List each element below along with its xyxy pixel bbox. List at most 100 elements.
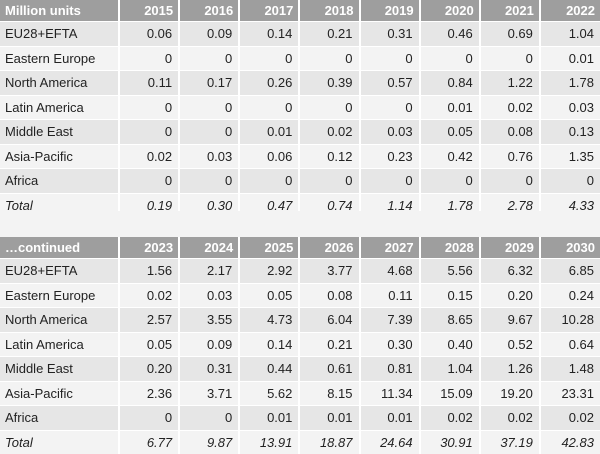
table-row: North America 0.11 0.17 0.26 0.39 0.57 0.84 1.2… bbox=[0, 70, 600, 95]
table-row: Asia-Pacific 2.36 3.71 5.62 8.15 11.34 15.09 19… bbox=[0, 380, 600, 406]
row-label-cell: Middle East bbox=[0, 119, 120, 144]
row-label-cell: EU28+EFTA bbox=[0, 258, 120, 283]
value-cell: 0.12 bbox=[299, 143, 361, 169]
value-cell: 6.32 bbox=[479, 258, 541, 283]
table-body: EU28+EFTA 0.06 0.09 0.14 0.21 0.31 0.46 0.69 1.0… bbox=[0, 21, 600, 217]
value-cell: 3.71 bbox=[179, 380, 241, 406]
value-cell: 1.26 bbox=[479, 356, 541, 381]
value-cell: 0.09 bbox=[179, 21, 241, 46]
value-cell: 0.11 bbox=[359, 282, 421, 308]
value-cell: 0.61 bbox=[299, 356, 361, 381]
value-cell: 0.30 bbox=[359, 331, 421, 357]
value-cell: 0 bbox=[239, 168, 301, 193]
value-cell: 0.01 bbox=[299, 405, 361, 430]
value-cell: 0.08 bbox=[299, 282, 361, 308]
value-cell: 37.19 bbox=[479, 429, 541, 454]
table-row: Africa 0 0 0 0 0 0 0 0 bbox=[0, 168, 600, 193]
value-cell: 0.76 bbox=[479, 143, 541, 169]
row-label-cell: Latin America bbox=[0, 94, 120, 120]
value-cell: 0.20 bbox=[479, 282, 541, 308]
value-cell: 0.57 bbox=[359, 70, 421, 95]
value-cell: 0.02 bbox=[119, 282, 181, 308]
table-row: Eastern Europe 0.02 0.03 0.05 0.08 0.11 0.15 0.… bbox=[0, 282, 600, 308]
row-label-cell: North America bbox=[0, 70, 120, 95]
value-cell: 0.14 bbox=[239, 21, 301, 46]
value-cell: 6.77 bbox=[119, 429, 181, 454]
value-cell: 0 bbox=[239, 45, 301, 71]
value-cell: 9.67 bbox=[479, 307, 541, 332]
row-label-cell: Eastern Europe bbox=[0, 282, 120, 308]
table-header-row: …continued 2023 2024 2025 2026 2027 2028… bbox=[0, 237, 600, 259]
value-cell: 5.62 bbox=[239, 380, 301, 406]
value-cell: 0.13 bbox=[539, 119, 600, 144]
value-cell: 0.84 bbox=[419, 70, 481, 95]
header-cell: 2030 bbox=[539, 237, 600, 259]
value-cell: 0.21 bbox=[299, 21, 361, 46]
value-cell: 0.64 bbox=[539, 331, 600, 357]
value-cell: 23.31 bbox=[539, 380, 600, 406]
header-cell: 2018 bbox=[299, 0, 361, 22]
value-cell: 0.01 bbox=[239, 405, 301, 430]
header-cell: 2029 bbox=[479, 237, 541, 259]
value-cell: 0.03 bbox=[359, 119, 421, 144]
value-cell: 0.03 bbox=[179, 282, 241, 308]
value-cell: 0 bbox=[119, 119, 181, 144]
value-cell: 1.04 bbox=[419, 356, 481, 381]
value-cell: 8.65 bbox=[419, 307, 481, 332]
value-cell: 30.91 bbox=[419, 429, 481, 454]
row-label-cell: Africa bbox=[0, 405, 120, 430]
value-cell: 15.09 bbox=[419, 380, 481, 406]
value-cell: 0.15 bbox=[419, 282, 481, 308]
row-label-cell: EU28+EFTA bbox=[0, 21, 120, 46]
row-label-cell: Latin America bbox=[0, 331, 120, 357]
value-cell: 0 bbox=[119, 405, 181, 430]
value-cell: 11.34 bbox=[359, 380, 421, 406]
table-row: Middle East 0 0 0.01 0.02 0.03 0.05 0.08 0.13 bbox=[0, 119, 600, 144]
value-cell: 0 bbox=[119, 45, 181, 71]
value-cell: 0.06 bbox=[119, 21, 181, 46]
value-cell: 0 bbox=[299, 94, 361, 120]
value-cell: 4.68 bbox=[359, 258, 421, 283]
value-cell: 0.31 bbox=[359, 21, 421, 46]
value-cell: 0.05 bbox=[419, 119, 481, 144]
value-cell: 18.87 bbox=[299, 429, 361, 454]
value-cell: 0 bbox=[299, 45, 361, 71]
value-cell: 0 bbox=[419, 168, 481, 193]
header-cell: 2015 bbox=[119, 0, 181, 22]
table-row: North America 2.57 3.55 4.73 6.04 7.39 8.65 9.6… bbox=[0, 307, 600, 332]
table-row: Latin America 0.05 0.09 0.14 0.21 0.30 0.40 0.5… bbox=[0, 331, 600, 357]
value-cell: 0.44 bbox=[239, 356, 301, 381]
header-cell: 2017 bbox=[239, 0, 301, 22]
value-cell: 0.01 bbox=[239, 119, 301, 144]
value-cell: 1.04 bbox=[539, 21, 600, 46]
value-cell: 0.02 bbox=[539, 405, 600, 430]
value-cell: 0.06 bbox=[239, 143, 301, 169]
header-cell: 2022 bbox=[539, 0, 600, 22]
value-cell: 0.01 bbox=[359, 405, 421, 430]
value-cell: 0 bbox=[119, 168, 181, 193]
data-table-2015-2022: Million units 2015 2016 2017 2018 2019 2… bbox=[0, 0, 600, 217]
header-cell: 2021 bbox=[479, 0, 541, 22]
value-cell: 42.83 bbox=[539, 429, 600, 454]
value-cell: 4.73 bbox=[239, 307, 301, 332]
row-label-cell: Africa bbox=[0, 168, 120, 193]
value-cell: 0.26 bbox=[239, 70, 301, 95]
value-cell: 0.17 bbox=[179, 70, 241, 95]
value-cell: 24.64 bbox=[359, 429, 421, 454]
value-cell: 2.36 bbox=[119, 380, 181, 406]
value-cell: 0 bbox=[539, 168, 600, 193]
header-cell: 2026 bbox=[299, 237, 361, 259]
value-cell: 6.04 bbox=[299, 307, 361, 332]
value-cell: 0 bbox=[359, 94, 421, 120]
value-cell: 10.28 bbox=[539, 307, 600, 332]
value-cell: 7.39 bbox=[359, 307, 421, 332]
value-cell: 0 bbox=[179, 119, 241, 144]
value-cell: 2.92 bbox=[239, 258, 301, 283]
value-cell: 0 bbox=[239, 94, 301, 120]
value-cell: 0 bbox=[299, 168, 361, 193]
value-cell: 0 bbox=[179, 94, 241, 120]
header-cell: 2025 bbox=[239, 237, 301, 259]
value-cell: 0.20 bbox=[119, 356, 181, 381]
value-cell: 2.57 bbox=[119, 307, 181, 332]
header-cell: 2027 bbox=[359, 237, 421, 259]
